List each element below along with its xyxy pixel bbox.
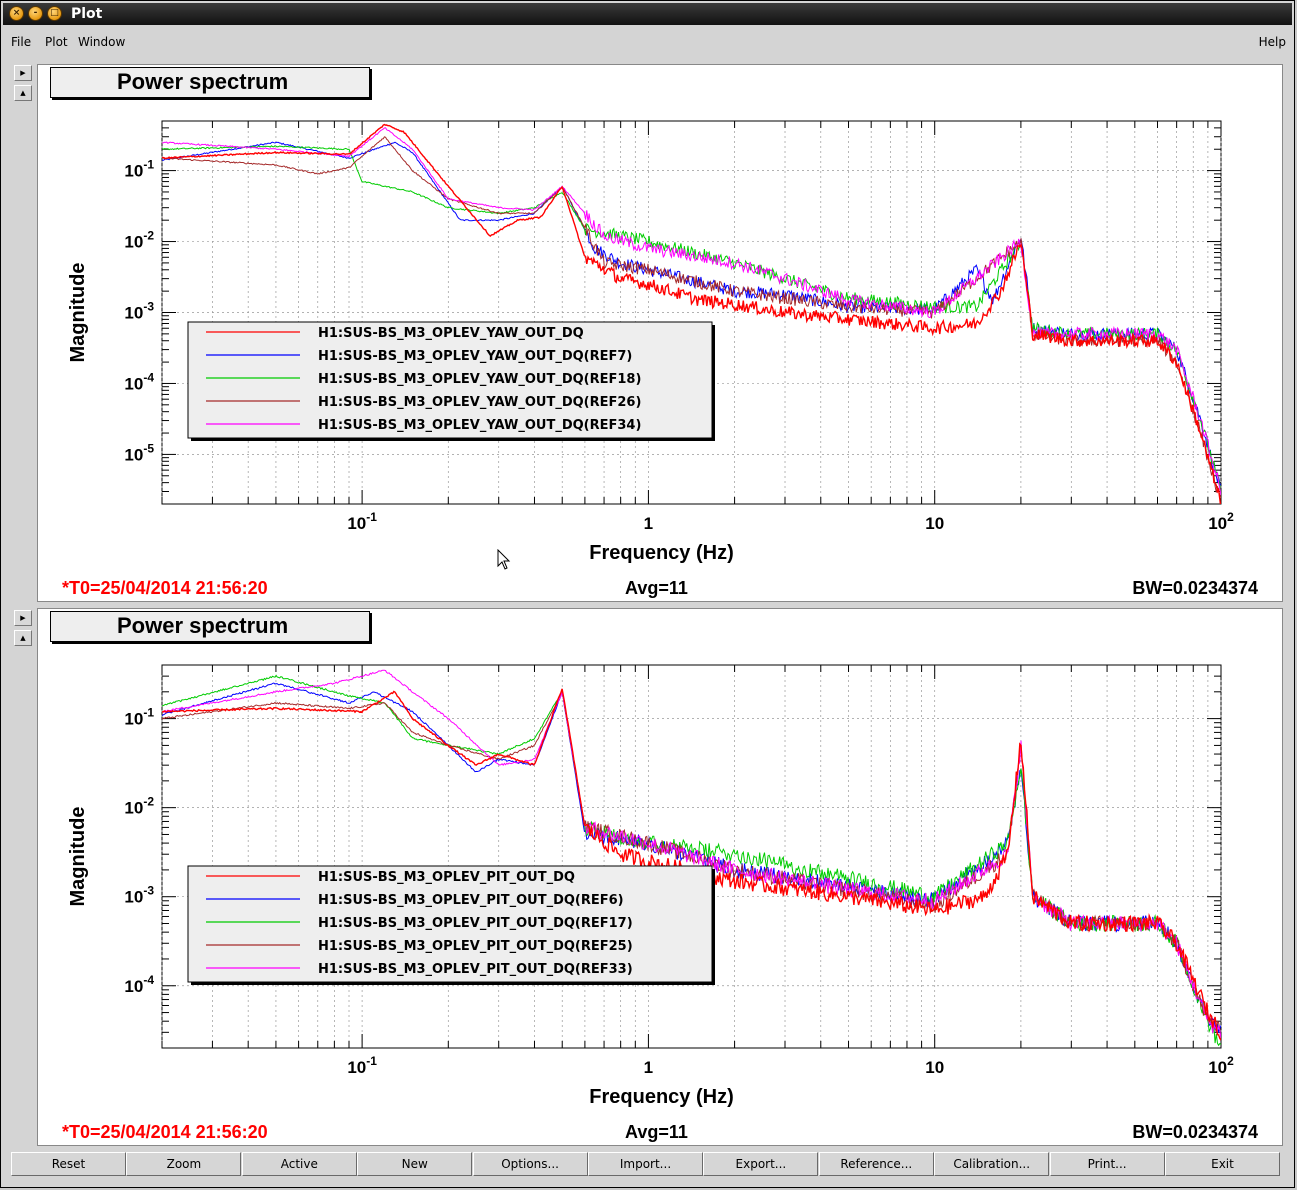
- t0-label: *T0=25/04/2014 21:56:20: [62, 578, 268, 598]
- legend-entry: H1:SUS-BS_M3_OPLEV_PIT_OUT_DQ(REF17): [318, 916, 633, 931]
- legend-entry: H1:SUS-BS_M3_OPLEV_YAW_OUT_DQ(REF7): [318, 349, 632, 364]
- menu-bar: File Plot Window Help: [3, 31, 1292, 53]
- series-line-0[interactable]: [162, 123, 1221, 510]
- window-title: Plot: [71, 6, 103, 22]
- avg-label: Avg=11: [625, 1122, 688, 1142]
- t0-label: *T0=25/04/2014 21:56:20: [62, 1122, 268, 1142]
- menu-plot[interactable]: Plot: [45, 35, 68, 49]
- export-button[interactable]: Export...: [703, 1152, 819, 1176]
- reference-button[interactable]: Reference...: [818, 1152, 934, 1176]
- x-tick-label: 1: [644, 1058, 653, 1077]
- x-axis-label: Frequency (Hz): [589, 542, 733, 564]
- y-tick-label: 10-1: [124, 158, 154, 181]
- legend-entry: H1:SUS-BS_M3_OPLEV_PIT_OUT_DQ(REF25): [318, 939, 633, 954]
- plot-panel-yaw[interactable]: 10-1 1 10 102 10-5 10-4 10-3 10-2 10-1 Frequency …: [37, 64, 1283, 602]
- series-group: [162, 123, 1221, 510]
- plot-panel-pit[interactable]: 10-1 1 10 102 10-4 10-3 10-2 10-1 Frequency (Hz)…: [37, 608, 1283, 1146]
- panel2-expand-right-button[interactable]: ▶: [14, 610, 32, 626]
- x-tick-label: 10-1: [347, 1054, 377, 1077]
- legend-entry: H1:SUS-BS_M3_OPLEV_YAW_OUT_DQ(REF26): [318, 395, 641, 410]
- series-line-4[interactable]: [162, 669, 1221, 1038]
- panel1-expand-right-button[interactable]: ▶: [14, 65, 32, 81]
- series-group: [162, 669, 1221, 1047]
- new-button[interactable]: New: [357, 1152, 473, 1176]
- menu-file[interactable]: File: [11, 35, 32, 49]
- panel-title[interactable]: Power spectrum: [50, 611, 370, 642]
- y-tick-label: 10-2: [124, 229, 154, 252]
- y-tick-label: 10-4: [124, 370, 154, 393]
- active-button[interactable]: Active: [241, 1152, 357, 1176]
- x-tick-label: 10-1: [347, 510, 377, 533]
- legend-box[interactable]: [187, 321, 713, 439]
- y-tick-label: 10-1: [124, 706, 154, 729]
- legend-entry: H1:SUS-BS_M3_OPLEV_YAW_OUT_DQ(REF34): [318, 418, 641, 433]
- mouse-cursor-icon: [497, 549, 511, 570]
- x-tick-label: 10: [925, 514, 944, 533]
- y-tick-label: 10-2: [124, 795, 154, 818]
- title-bar[interactable]: × - □ Plot: [3, 3, 1292, 25]
- x-tick-label: 1: [644, 514, 653, 533]
- reset-button[interactable]: Reset: [11, 1152, 126, 1176]
- x-tick-label: 10: [925, 1058, 944, 1077]
- y-tick-label: 10-5: [124, 441, 154, 464]
- pit-spectrum-chart[interactable]: 10-1 1 10 102 10-4 10-3 10-2 10-1 Frequency (Hz)…: [38, 609, 1284, 1147]
- menu-help[interactable]: Help: [1258, 35, 1286, 49]
- y-tick-label: 10-3: [124, 300, 154, 323]
- minimize-icon[interactable]: -: [28, 6, 43, 21]
- panel1-collapse-up-button[interactable]: ▲: [14, 85, 32, 101]
- y-tick-label: 10-4: [124, 973, 154, 996]
- y-tick-label: 10-3: [124, 884, 154, 907]
- print-button[interactable]: Print...: [1049, 1152, 1165, 1176]
- y-axis-label: Magnitude: [67, 263, 89, 363]
- x-tick-label: 102: [1208, 510, 1234, 533]
- legend-entry: H1:SUS-BS_M3_OPLEV_PIT_OUT_DQ(REF33): [318, 962, 633, 977]
- legend-entry: H1:SUS-BS_M3_OPLEV_YAW_OUT_DQ: [318, 326, 584, 341]
- bw-label: BW=0.0234374: [1132, 578, 1258, 598]
- x-axis-label: Frequency (Hz): [589, 1086, 733, 1108]
- import-button[interactable]: Import...: [588, 1152, 703, 1176]
- legend-entry: H1:SUS-BS_M3_OPLEV_YAW_OUT_DQ(REF18): [318, 372, 641, 387]
- options-button[interactable]: Options...: [472, 1152, 588, 1176]
- zoom-button[interactable]: Zoom: [126, 1152, 242, 1176]
- calibration-button[interactable]: Calibration...: [934, 1152, 1050, 1176]
- legend-entry: H1:SUS-BS_M3_OPLEV_PIT_OUT_DQ(REF6): [318, 893, 624, 908]
- panel-title[interactable]: Power spectrum: [50, 67, 370, 98]
- legend-entry: H1:SUS-BS_M3_OPLEV_PIT_OUT_DQ: [318, 870, 575, 885]
- button-bar: Reset Zoom Active New Options... Import... Exp…: [11, 1152, 1281, 1178]
- yaw-spectrum-chart[interactable]: 10-1 1 10 102 10-5 10-4 10-3 10-2 10-1 Frequency …: [38, 65, 1284, 603]
- menu-window[interactable]: Window: [78, 35, 126, 49]
- avg-label: Avg=11: [625, 578, 688, 598]
- bw-label: BW=0.0234374: [1132, 1122, 1258, 1142]
- maximize-icon[interactable]: □: [47, 6, 62, 21]
- x-tick-label: 102: [1208, 1054, 1234, 1077]
- panel2-collapse-up-button[interactable]: ▲: [14, 630, 32, 646]
- y-axis-label: Magnitude: [67, 807, 89, 907]
- close-icon[interactable]: ×: [9, 6, 24, 21]
- legend-box[interactable]: [187, 865, 713, 983]
- series-line-2[interactable]: [162, 145, 1221, 495]
- exit-button[interactable]: Exit: [1165, 1152, 1280, 1176]
